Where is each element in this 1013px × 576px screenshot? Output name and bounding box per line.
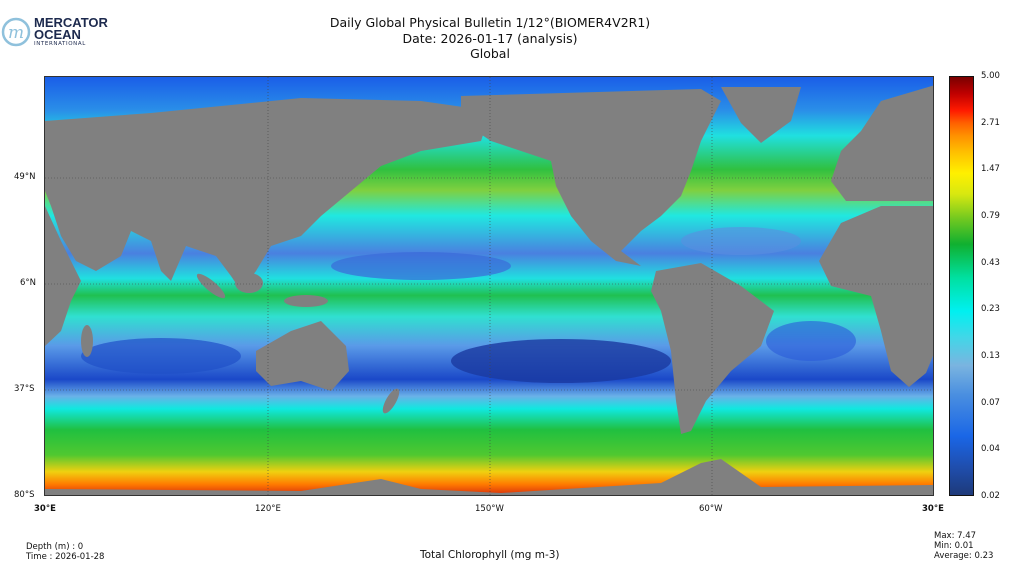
borneo bbox=[235, 273, 263, 293]
date-label: Date: 2026-01-17 (analysis) bbox=[402, 31, 578, 46]
region-label: Global bbox=[470, 46, 510, 61]
lon-label: 60°W bbox=[699, 504, 723, 514]
lon-label: 30°E bbox=[34, 504, 56, 514]
max-value: Max: 7.47 bbox=[934, 531, 977, 541]
colorbar-label: 5.00 bbox=[981, 71, 1000, 81]
time-label: Time : 2026-01-28 bbox=[26, 552, 105, 562]
colorbar-label: 0.02 bbox=[981, 491, 1000, 501]
sumatra bbox=[196, 273, 226, 299]
colorbar-label: 0.07 bbox=[981, 398, 1000, 408]
south-atlantic-gyre bbox=[766, 321, 856, 361]
graticule bbox=[45, 77, 933, 495]
colorbar-label: 2.71 bbox=[981, 118, 1000, 128]
lon-label: 30°E bbox=[922, 504, 944, 514]
japan bbox=[298, 192, 320, 220]
colorbar-label: 0.43 bbox=[981, 258, 1000, 268]
greenland bbox=[721, 87, 801, 143]
lat-label: 6°N bbox=[20, 278, 37, 288]
north-pacific-gyre bbox=[331, 252, 511, 280]
africa-east bbox=[45, 206, 81, 346]
depth-label: Depth (m) : 0 bbox=[26, 542, 84, 552]
chlorophyll-map[interactable] bbox=[44, 76, 934, 496]
variable-label: Total Chlorophyll (mg m-3) bbox=[420, 549, 560, 561]
min-value: Min: 0.01 bbox=[934, 541, 974, 551]
new-guinea bbox=[284, 295, 328, 307]
logo-line1: MERCATOR bbox=[34, 15, 108, 30]
lat-label: 37°S bbox=[14, 384, 35, 394]
colorbar-label: 0.04 bbox=[981, 444, 1000, 454]
antarctica bbox=[45, 459, 933, 495]
lat-label: 80°S bbox=[14, 490, 35, 500]
colorbar-label: 0.13 bbox=[981, 351, 1000, 361]
logo-line3: INTERNATIONAL bbox=[34, 41, 86, 47]
colorbar-label: 0.23 bbox=[981, 304, 1000, 314]
page-title: Daily Global Physical Bulletin 1/12°(BIO… bbox=[329, 15, 651, 30]
madagascar bbox=[81, 325, 93, 357]
lat-label: 49°N bbox=[14, 172, 36, 182]
africa-west bbox=[819, 206, 933, 387]
colorbar-label: 0.79 bbox=[981, 211, 1000, 221]
lon-label: 150°W bbox=[475, 504, 504, 514]
colorbar-label: 1.47 bbox=[981, 164, 1000, 174]
logo-line2: OCEAN bbox=[34, 27, 81, 42]
europe bbox=[831, 85, 933, 201]
australia bbox=[256, 321, 349, 391]
colorbar bbox=[949, 76, 974, 496]
svg-text:m: m bbox=[8, 23, 24, 43]
north-atlantic-gyre bbox=[681, 227, 801, 255]
new-zealand bbox=[382, 388, 400, 414]
south-america bbox=[651, 263, 774, 434]
north-america bbox=[461, 89, 721, 266]
south-pacific-gyre bbox=[451, 339, 671, 383]
indian-ocean-gyre bbox=[81, 338, 241, 374]
average-value: Average: 0.23 bbox=[934, 551, 994, 561]
lon-label: 120°E bbox=[255, 504, 281, 514]
logo-m-icon: m bbox=[1, 17, 31, 47]
